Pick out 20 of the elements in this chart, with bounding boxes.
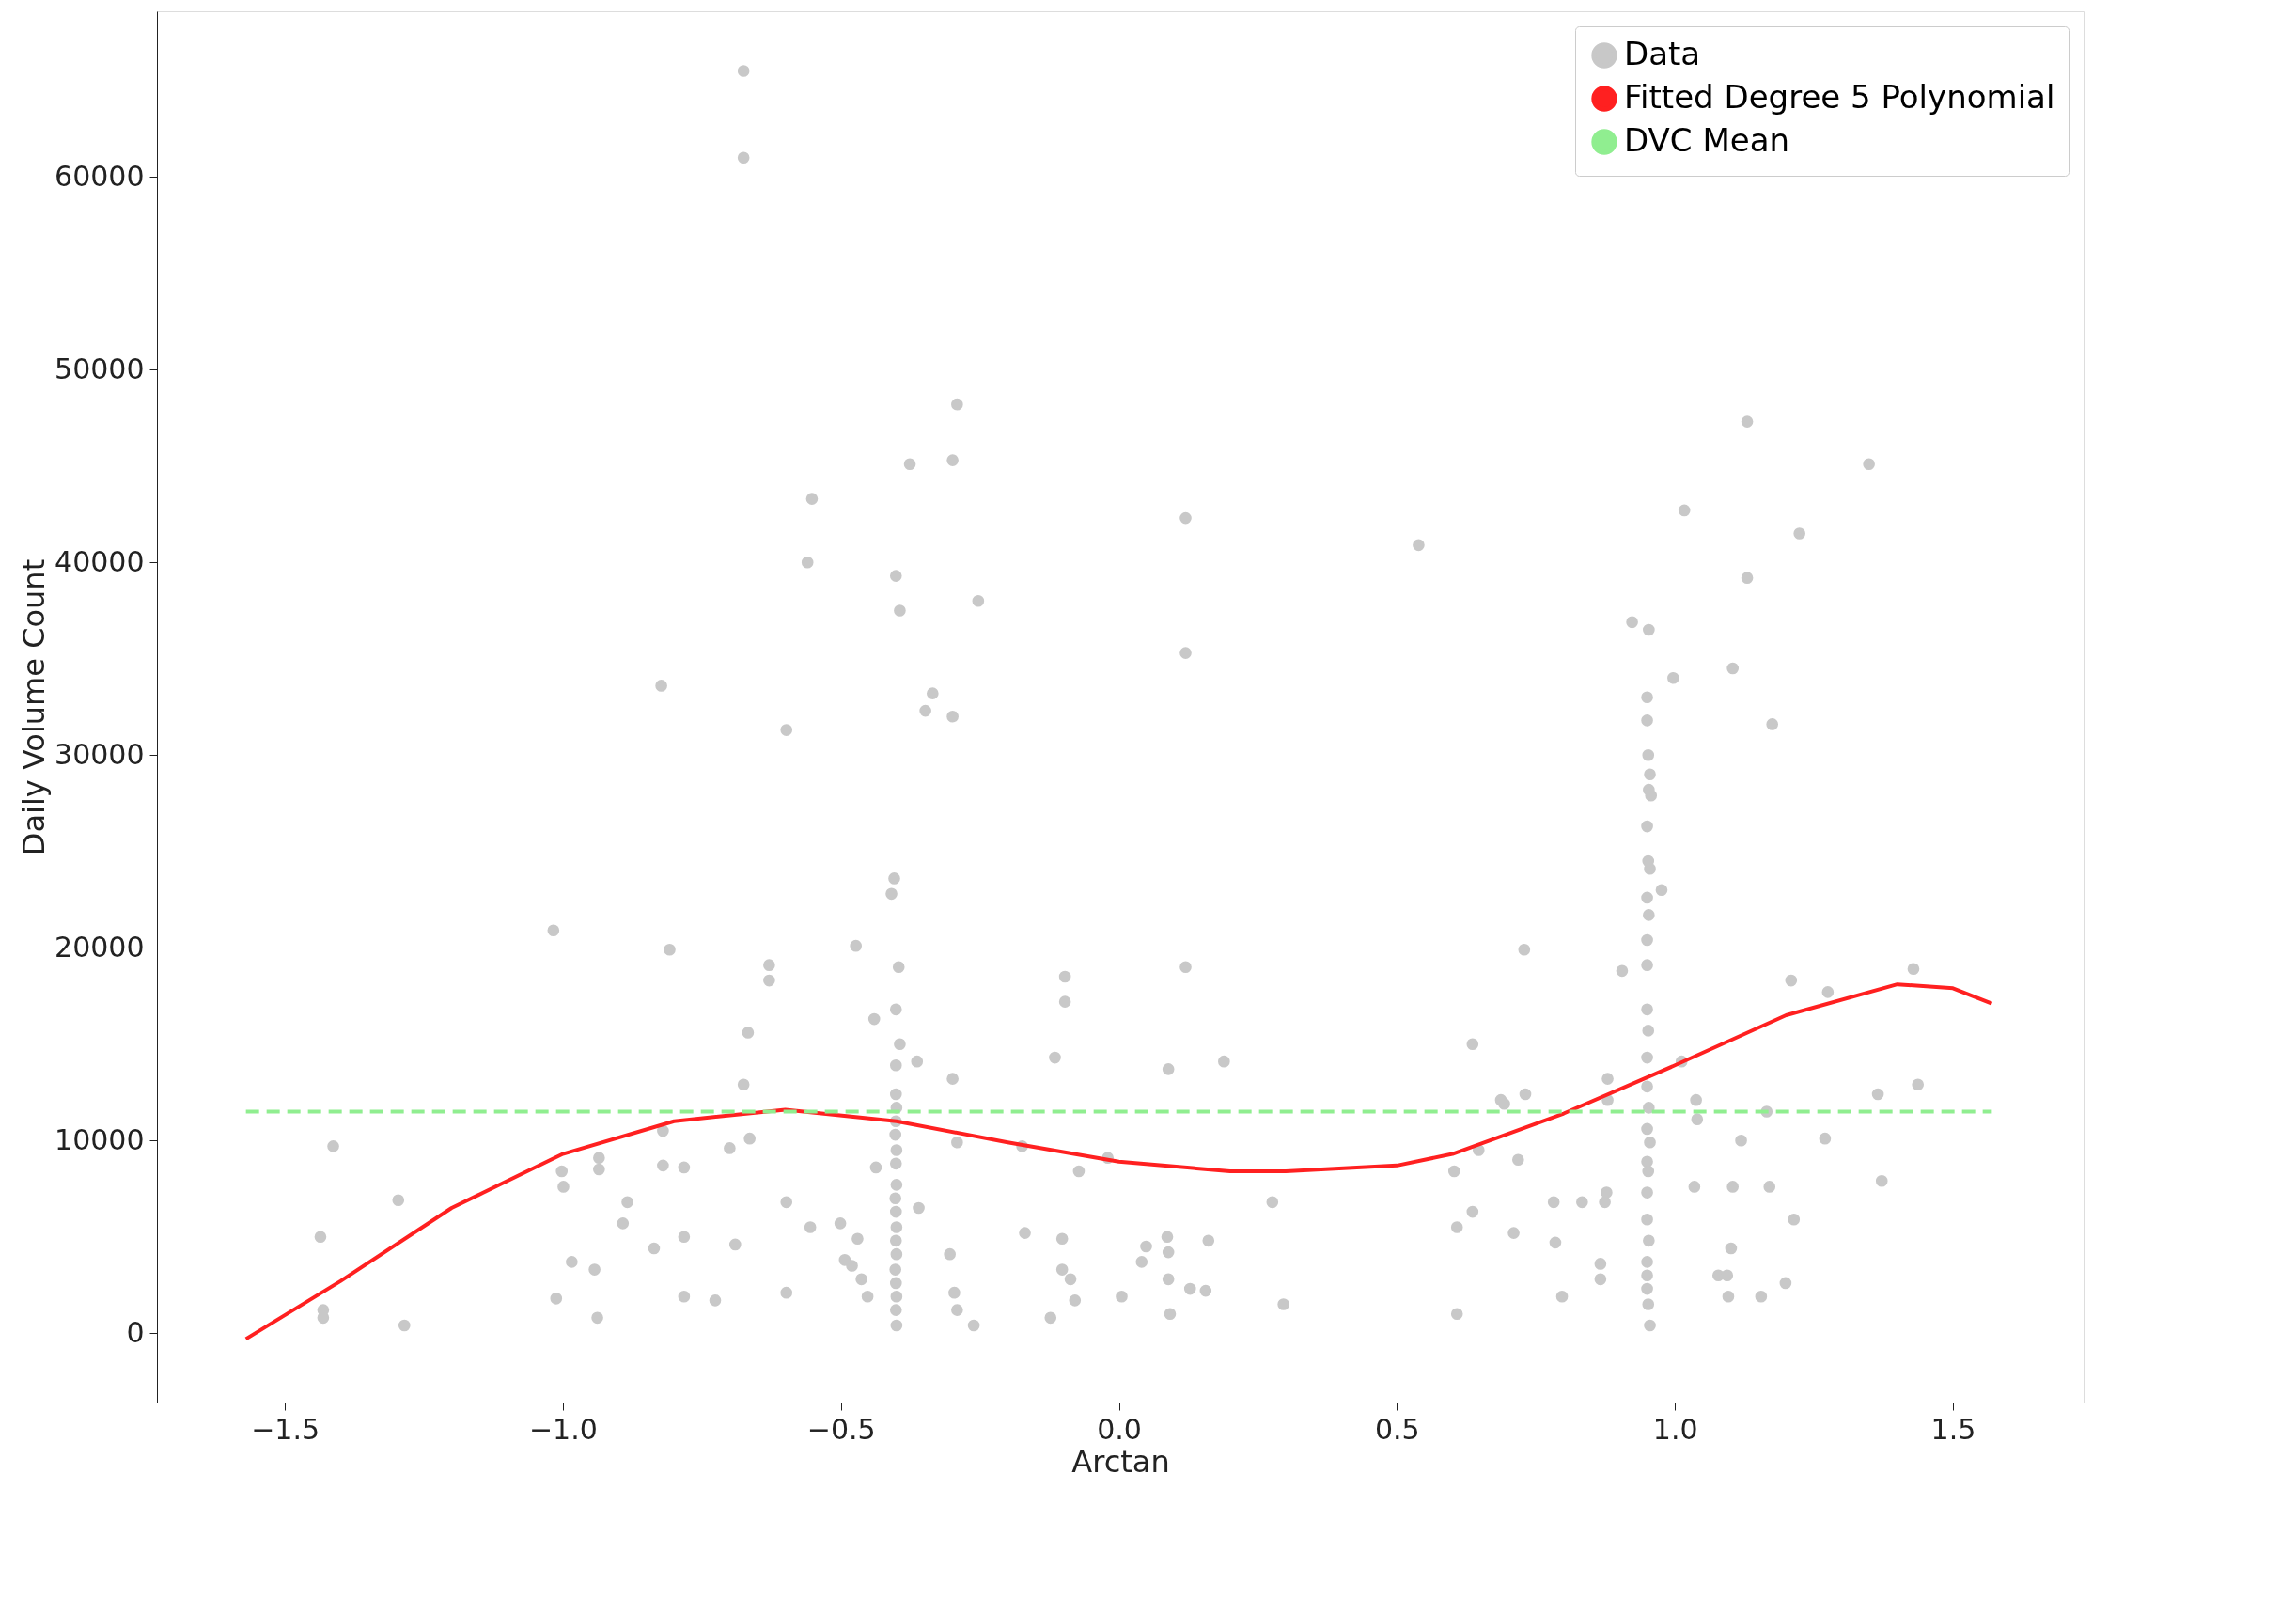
y-tick-label: 30000 xyxy=(55,737,145,771)
x-tick-label: −1.0 xyxy=(528,1412,598,1446)
y-axis-title: Daily Volume Count xyxy=(16,558,53,856)
x-tick-label: 0.5 xyxy=(1374,1412,1420,1446)
line-series xyxy=(243,982,1994,1341)
y-tick-label: 10000 xyxy=(55,1122,145,1156)
x-tick-label: 0.0 xyxy=(1097,1412,1142,1446)
y-tick-label: 60000 xyxy=(55,159,145,193)
y-tick-label: 40000 xyxy=(55,544,145,578)
x-tick-label: 1.5 xyxy=(1930,1412,1976,1446)
y-tick-label: 20000 xyxy=(55,930,145,964)
legend-label: Fitted Degree 5 Polynomial xyxy=(1624,78,2055,116)
x-tick-label: −1.5 xyxy=(251,1412,320,1446)
x-tick-label: 1.0 xyxy=(1652,1412,1698,1446)
y-tick-label: 0 xyxy=(126,1315,145,1349)
legend-label: Data xyxy=(1624,35,1701,72)
legend-label: DVC Mean xyxy=(1624,121,1790,159)
y-tick-label: 50000 xyxy=(55,352,145,385)
x-tick-label: −0.5 xyxy=(806,1412,876,1446)
x-axis-title: Arctan xyxy=(1071,1443,1170,1480)
